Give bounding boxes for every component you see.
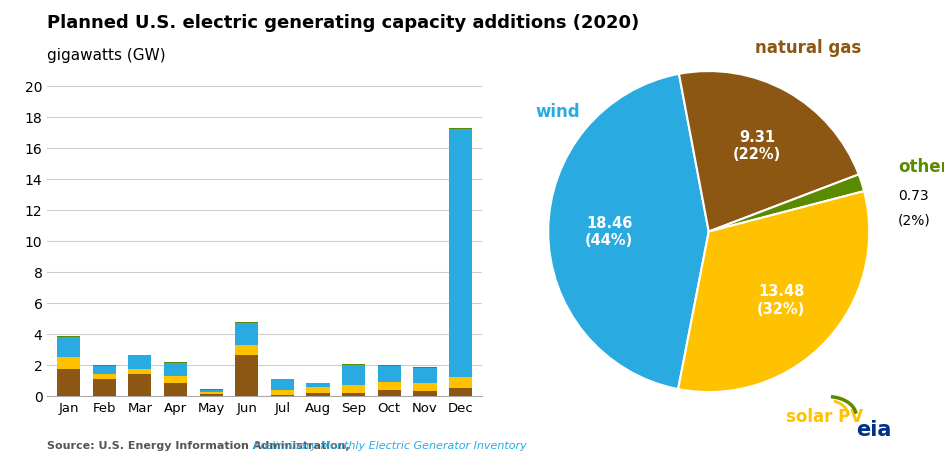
Bar (163, 384, 187, 396)
Wedge shape (708, 175, 863, 232)
Bar (342, 365, 365, 385)
Text: 0.73: 0.73 (897, 189, 928, 203)
Text: natural gas: natural gas (754, 39, 861, 57)
Bar (235, 323, 258, 345)
Bar (163, 363, 187, 364)
Bar (378, 366, 400, 382)
Bar (342, 385, 365, 393)
Text: solar PV: solar PV (784, 407, 862, 425)
Bar (57, 336, 80, 337)
Wedge shape (678, 192, 868, 392)
Bar (306, 384, 329, 387)
Bar (163, 364, 187, 376)
Bar (413, 384, 436, 391)
Bar (199, 394, 223, 396)
Bar (57, 337, 80, 357)
Bar (235, 345, 258, 356)
Bar (199, 389, 223, 392)
Bar (378, 389, 400, 396)
Bar (93, 379, 116, 396)
Bar (271, 390, 294, 395)
Text: eia: eia (855, 420, 890, 440)
Bar (271, 379, 294, 390)
Bar (235, 322, 258, 323)
Bar (199, 392, 223, 394)
Bar (163, 376, 187, 384)
Bar (128, 374, 151, 396)
Bar (342, 364, 365, 365)
Bar (413, 368, 436, 384)
Bar (57, 369, 80, 396)
Bar (235, 356, 258, 396)
Bar (306, 387, 329, 394)
Bar (448, 388, 472, 396)
Bar (306, 394, 329, 396)
Text: 9.31
(22%): 9.31 (22%) (733, 129, 781, 162)
Text: other: other (897, 157, 944, 175)
Bar (128, 355, 151, 356)
Text: gigawatts (GW): gigawatts (GW) (47, 48, 166, 63)
Text: wind: wind (535, 103, 580, 121)
Bar (448, 130, 472, 377)
Bar (413, 391, 436, 396)
Text: (2%): (2%) (897, 213, 930, 227)
Bar (57, 357, 80, 369)
Bar (342, 393, 365, 396)
Text: Planned U.S. electric generating capacity additions (2020): Planned U.S. electric generating capacit… (47, 14, 639, 31)
Bar (448, 377, 472, 388)
Bar (271, 395, 294, 396)
Bar (378, 382, 400, 389)
Bar (93, 374, 116, 379)
Wedge shape (678, 72, 858, 232)
Bar (448, 129, 472, 130)
Text: Source: U.S. Energy Information Administration,: Source: U.S. Energy Information Administ… (47, 440, 349, 450)
Text: 18.46
(44%): 18.46 (44%) (584, 216, 632, 248)
Text: 13.48
(32%): 13.48 (32%) (756, 284, 804, 316)
Wedge shape (548, 75, 708, 389)
Bar (128, 356, 151, 369)
Text: Preliminary Monthly Electric Generator Inventory: Preliminary Monthly Electric Generator I… (250, 440, 527, 450)
Bar (128, 369, 151, 374)
Bar (413, 367, 436, 368)
Bar (93, 366, 116, 374)
